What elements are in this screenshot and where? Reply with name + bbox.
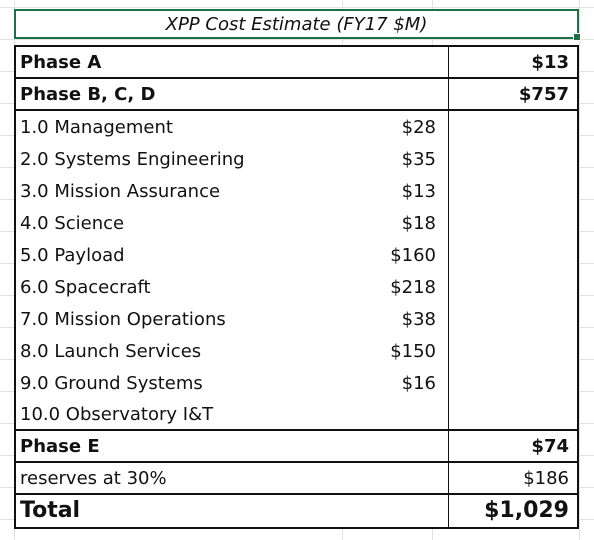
row-label: 10.0 Observatory I&T xyxy=(20,403,214,425)
row-label: 1.0 Management xyxy=(20,116,173,138)
cost-table: Phase A $13 Phase B, C, D $757 1.0 Managemen… xyxy=(14,45,579,529)
table-row: 4.0 Science $18 xyxy=(16,207,577,239)
row-subtotal: $13 xyxy=(401,180,436,202)
row-total: $757 xyxy=(518,83,569,105)
table-row: 8.0 Launch Services $150 xyxy=(16,335,577,367)
row-label: reserves at 30% xyxy=(20,467,167,489)
row-label: Phase E xyxy=(20,435,100,457)
row-label: 5.0 Payload xyxy=(20,244,125,266)
table-row: 3.0 Mission Assurance $13 xyxy=(16,175,577,207)
row-label: Phase A xyxy=(20,51,102,73)
table-row: Phase B, C, D $757 xyxy=(16,79,577,111)
row-label: Phase B, C, D xyxy=(20,83,156,105)
row-label: 4.0 Science xyxy=(20,212,125,234)
selection-fill-handle[interactable] xyxy=(573,33,581,41)
title-cell[interactable]: XPP Cost Estimate (FY17 $M) xyxy=(14,9,581,41)
row-label: 6.0 Spacecraft xyxy=(20,276,151,298)
table-row: 5.0 Payload $160 xyxy=(16,239,577,271)
row-total: $186 xyxy=(523,467,569,489)
table-row: 1.0 Management $28 xyxy=(16,111,577,143)
row-subtotal: $16 xyxy=(401,372,436,394)
table-row: Phase A $13 xyxy=(16,47,577,79)
table-row: Phase E $74 xyxy=(16,431,577,463)
row-label: 7.0 Mission Operations xyxy=(20,308,226,330)
row-subtotal: $160 xyxy=(390,244,436,266)
table-row: reserves at 30% $186 xyxy=(16,463,577,495)
table-row: 6.0 Spacecraft $218 xyxy=(16,271,577,303)
row-label: Total xyxy=(20,497,81,523)
row-subtotal: $18 xyxy=(401,212,436,234)
table-row: 10.0 Observatory I&T xyxy=(16,399,577,431)
row-total: $1,029 xyxy=(484,497,569,523)
row-subtotal: $28 xyxy=(401,116,436,138)
table-row: 2.0 Systems Engineering $35 xyxy=(16,143,577,175)
row-label: 2.0 Systems Engineering xyxy=(20,148,245,170)
row-total: $74 xyxy=(531,435,569,457)
row-subtotal: $218 xyxy=(390,276,436,298)
row-label: 3.0 Mission Assurance xyxy=(20,180,221,202)
grid-vline xyxy=(579,0,580,540)
row-subtotal: $150 xyxy=(390,340,436,362)
column-divider xyxy=(448,47,449,527)
table-row: 7.0 Mission Operations $38 xyxy=(16,303,577,335)
row-label: 9.0 Ground Systems xyxy=(20,372,203,394)
row-subtotal: $38 xyxy=(401,308,436,330)
grid-hline xyxy=(0,39,594,40)
table-row: 9.0 Ground Systems $16 xyxy=(16,367,577,399)
title-text: XPP Cost Estimate (FY17 $M) xyxy=(165,13,428,35)
grid-hline xyxy=(0,7,594,8)
row-subtotal: $35 xyxy=(401,148,436,170)
table-row: Total $1,029 xyxy=(16,493,577,527)
row-total: $13 xyxy=(531,51,569,73)
row-label: 8.0 Launch Services xyxy=(20,340,202,362)
